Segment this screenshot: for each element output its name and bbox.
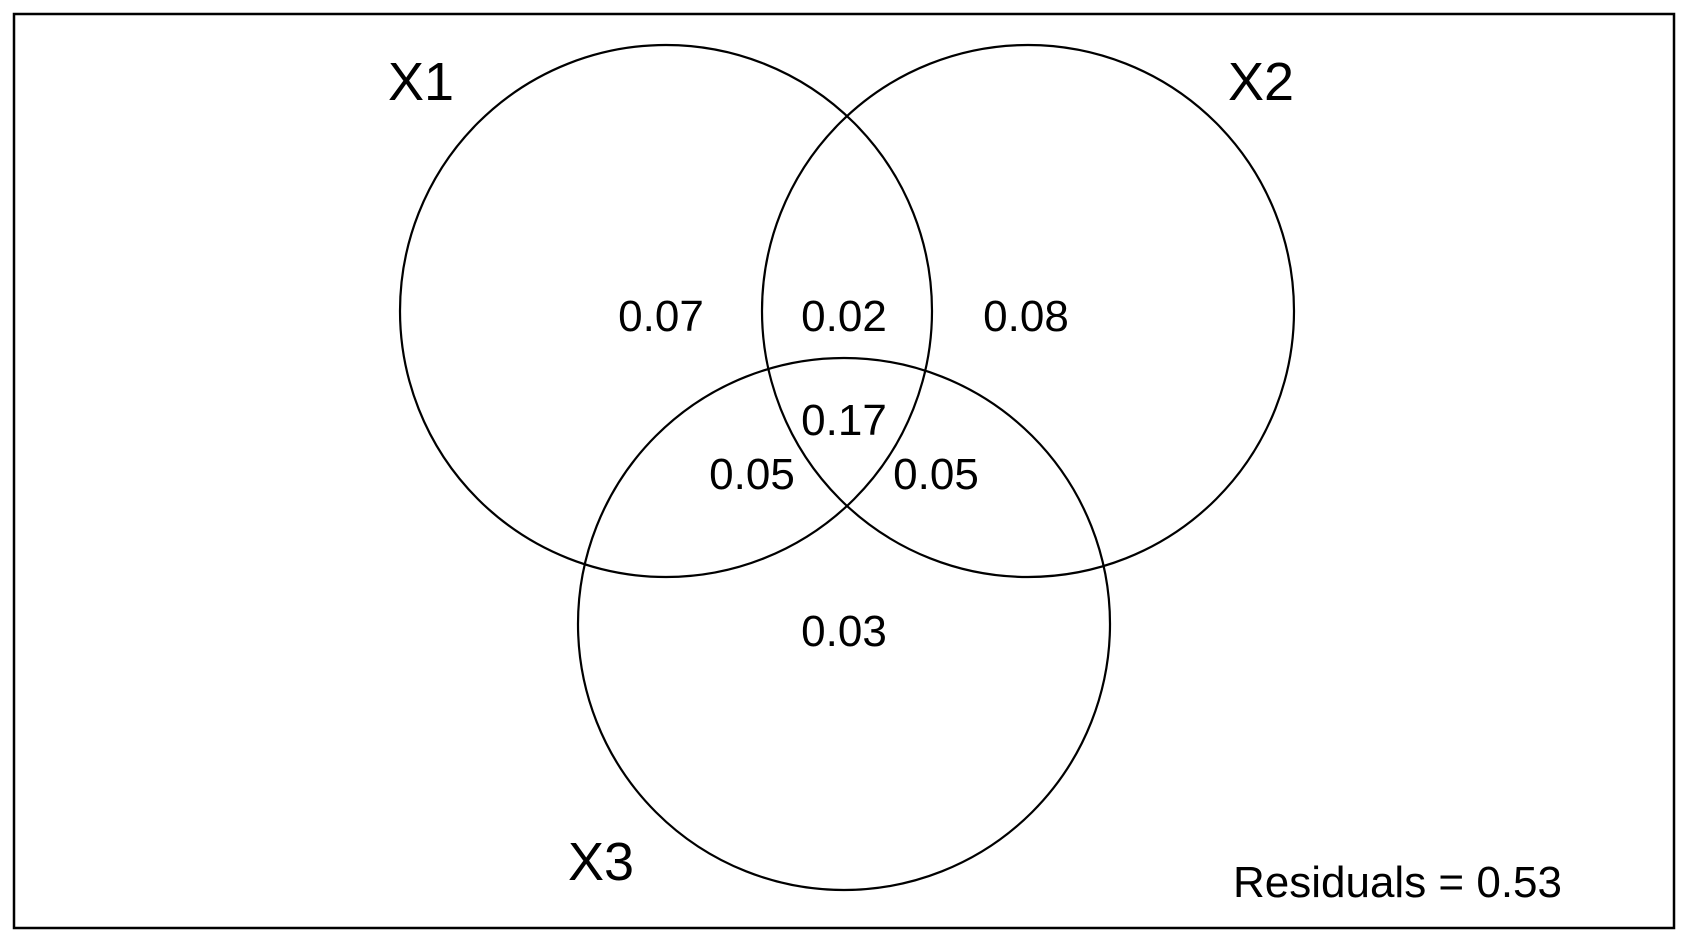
set-label-x3: X3 — [568, 832, 634, 892]
diagram-frame — [12, 12, 1676, 930]
region-value-x1-only: 0.07 — [618, 292, 704, 341]
residuals-label: Residuals = 0.53 — [1233, 858, 1562, 907]
region-value-x3-only: 0.03 — [801, 607, 887, 656]
set-label-x2: X2 — [1228, 52, 1294, 112]
region-value-x1-x2: 0.02 — [801, 292, 887, 341]
region-value-x1-x3: 0.05 — [709, 450, 795, 499]
region-value-x1-x2-x3: 0.17 — [801, 396, 887, 445]
circle-x3 — [576, 356, 1112, 892]
circle-x1 — [398, 43, 934, 579]
region-value-x2-only: 0.08 — [983, 292, 1069, 341]
region-value-x2-x3: 0.05 — [893, 450, 979, 499]
circle-x2 — [760, 43, 1296, 579]
set-label-x1: X1 — [388, 52, 454, 112]
